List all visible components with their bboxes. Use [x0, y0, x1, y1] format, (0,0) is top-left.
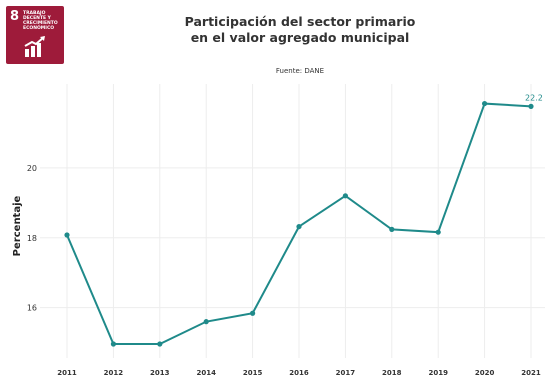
data-point [64, 232, 70, 238]
chart-subtitle: Fuente: DANE [275, 67, 325, 75]
x-tick-label: 2015 [243, 369, 263, 377]
data-point [250, 310, 256, 316]
y-tick-label: 18 [27, 234, 37, 243]
sdg-text: TRABAJO DECENTE Y CRECIMIENTO ECONÓMICO [23, 11, 58, 31]
data-point [389, 226, 395, 232]
chart-title-line-1: Participación del sector primario [184, 14, 416, 29]
x-tick-label: 2011 [57, 369, 77, 377]
data-points [64, 100, 534, 347]
chart-title: Participación del sector primario en el … [100, 14, 500, 46]
x-tick-label: 2018 [382, 369, 402, 377]
x-tick-label: 2021 [521, 369, 541, 377]
data-point [528, 103, 534, 109]
y-axis: 16 18 20 [27, 164, 37, 313]
x-tick-label: 2016 [289, 369, 309, 377]
x-tick-label: 2012 [104, 369, 124, 377]
x-tick-label: 2013 [150, 369, 170, 377]
data-point [435, 229, 441, 235]
data-point [296, 223, 302, 230]
x-tick-label: 2017 [336, 369, 356, 377]
sdg-badge: 8 TRABAJO DECENTE Y CRECIMIENTO ECONÓMIC… [6, 6, 64, 64]
chart-title-line-2: en el valor agregado municipal [190, 30, 410, 45]
y-tick-label: 20 [27, 164, 37, 173]
growth-chart-icon [24, 36, 45, 57]
y-tick-label: 16 [27, 304, 37, 313]
end-value-label: 22.2 [525, 93, 543, 102]
x-tick-label: 2014 [196, 369, 216, 377]
data-point [342, 193, 348, 199]
x-tick-label: 2019 [428, 369, 448, 377]
data-point [482, 100, 488, 107]
y-axis-label: Percentaje [12, 195, 23, 256]
data-point [157, 341, 163, 347]
grid [40, 84, 545, 358]
sdg-number: 8 [10, 9, 20, 24]
x-axis: 2011 2012 2013 2014 2015 2016 2017 2018 2019 2020… [57, 369, 541, 377]
data-point [203, 319, 209, 325]
data-point [110, 341, 116, 347]
x-tick-label: 2020 [475, 369, 495, 377]
